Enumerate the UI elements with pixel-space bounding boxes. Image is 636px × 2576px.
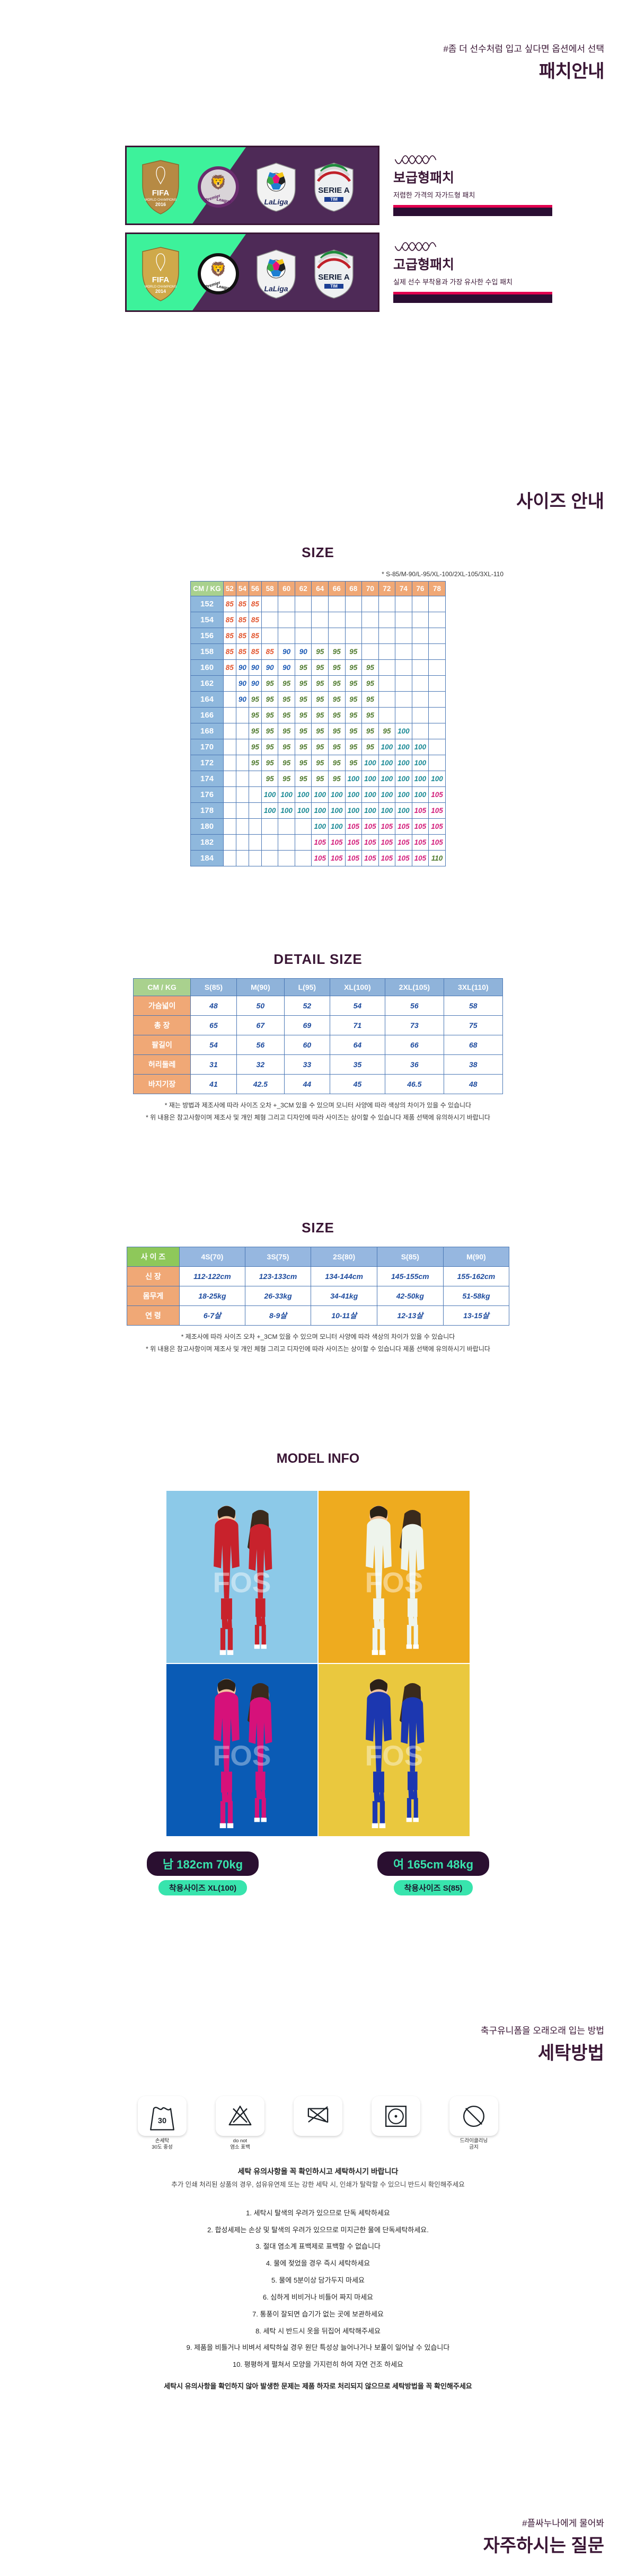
svg-text:30: 30 (158, 2117, 166, 2125)
svg-text:🦁: 🦁 (209, 174, 226, 190)
svg-text:2014: 2014 (155, 289, 165, 294)
svg-text:FOS: FOS (213, 1741, 271, 1772)
svg-text:FOS: FOS (365, 1741, 423, 1772)
svg-text:FIFA: FIFA (152, 275, 169, 284)
svg-text:LaLiga: LaLiga (264, 284, 288, 293)
svg-text:FOS: FOS (213, 1568, 271, 1599)
svg-text:TIM: TIM (330, 197, 338, 202)
svg-text:SERIE A: SERIE A (318, 273, 350, 282)
svg-text:2016: 2016 (155, 202, 165, 207)
svg-text:LaLiga: LaLiga (264, 198, 288, 206)
svg-text:FOS: FOS (365, 1568, 423, 1599)
svg-text:SERIE A: SERIE A (318, 186, 350, 195)
svg-text:TIM: TIM (330, 284, 338, 289)
svg-text:🦁: 🦁 (209, 261, 226, 277)
svg-text:FIFA: FIFA (152, 189, 169, 198)
